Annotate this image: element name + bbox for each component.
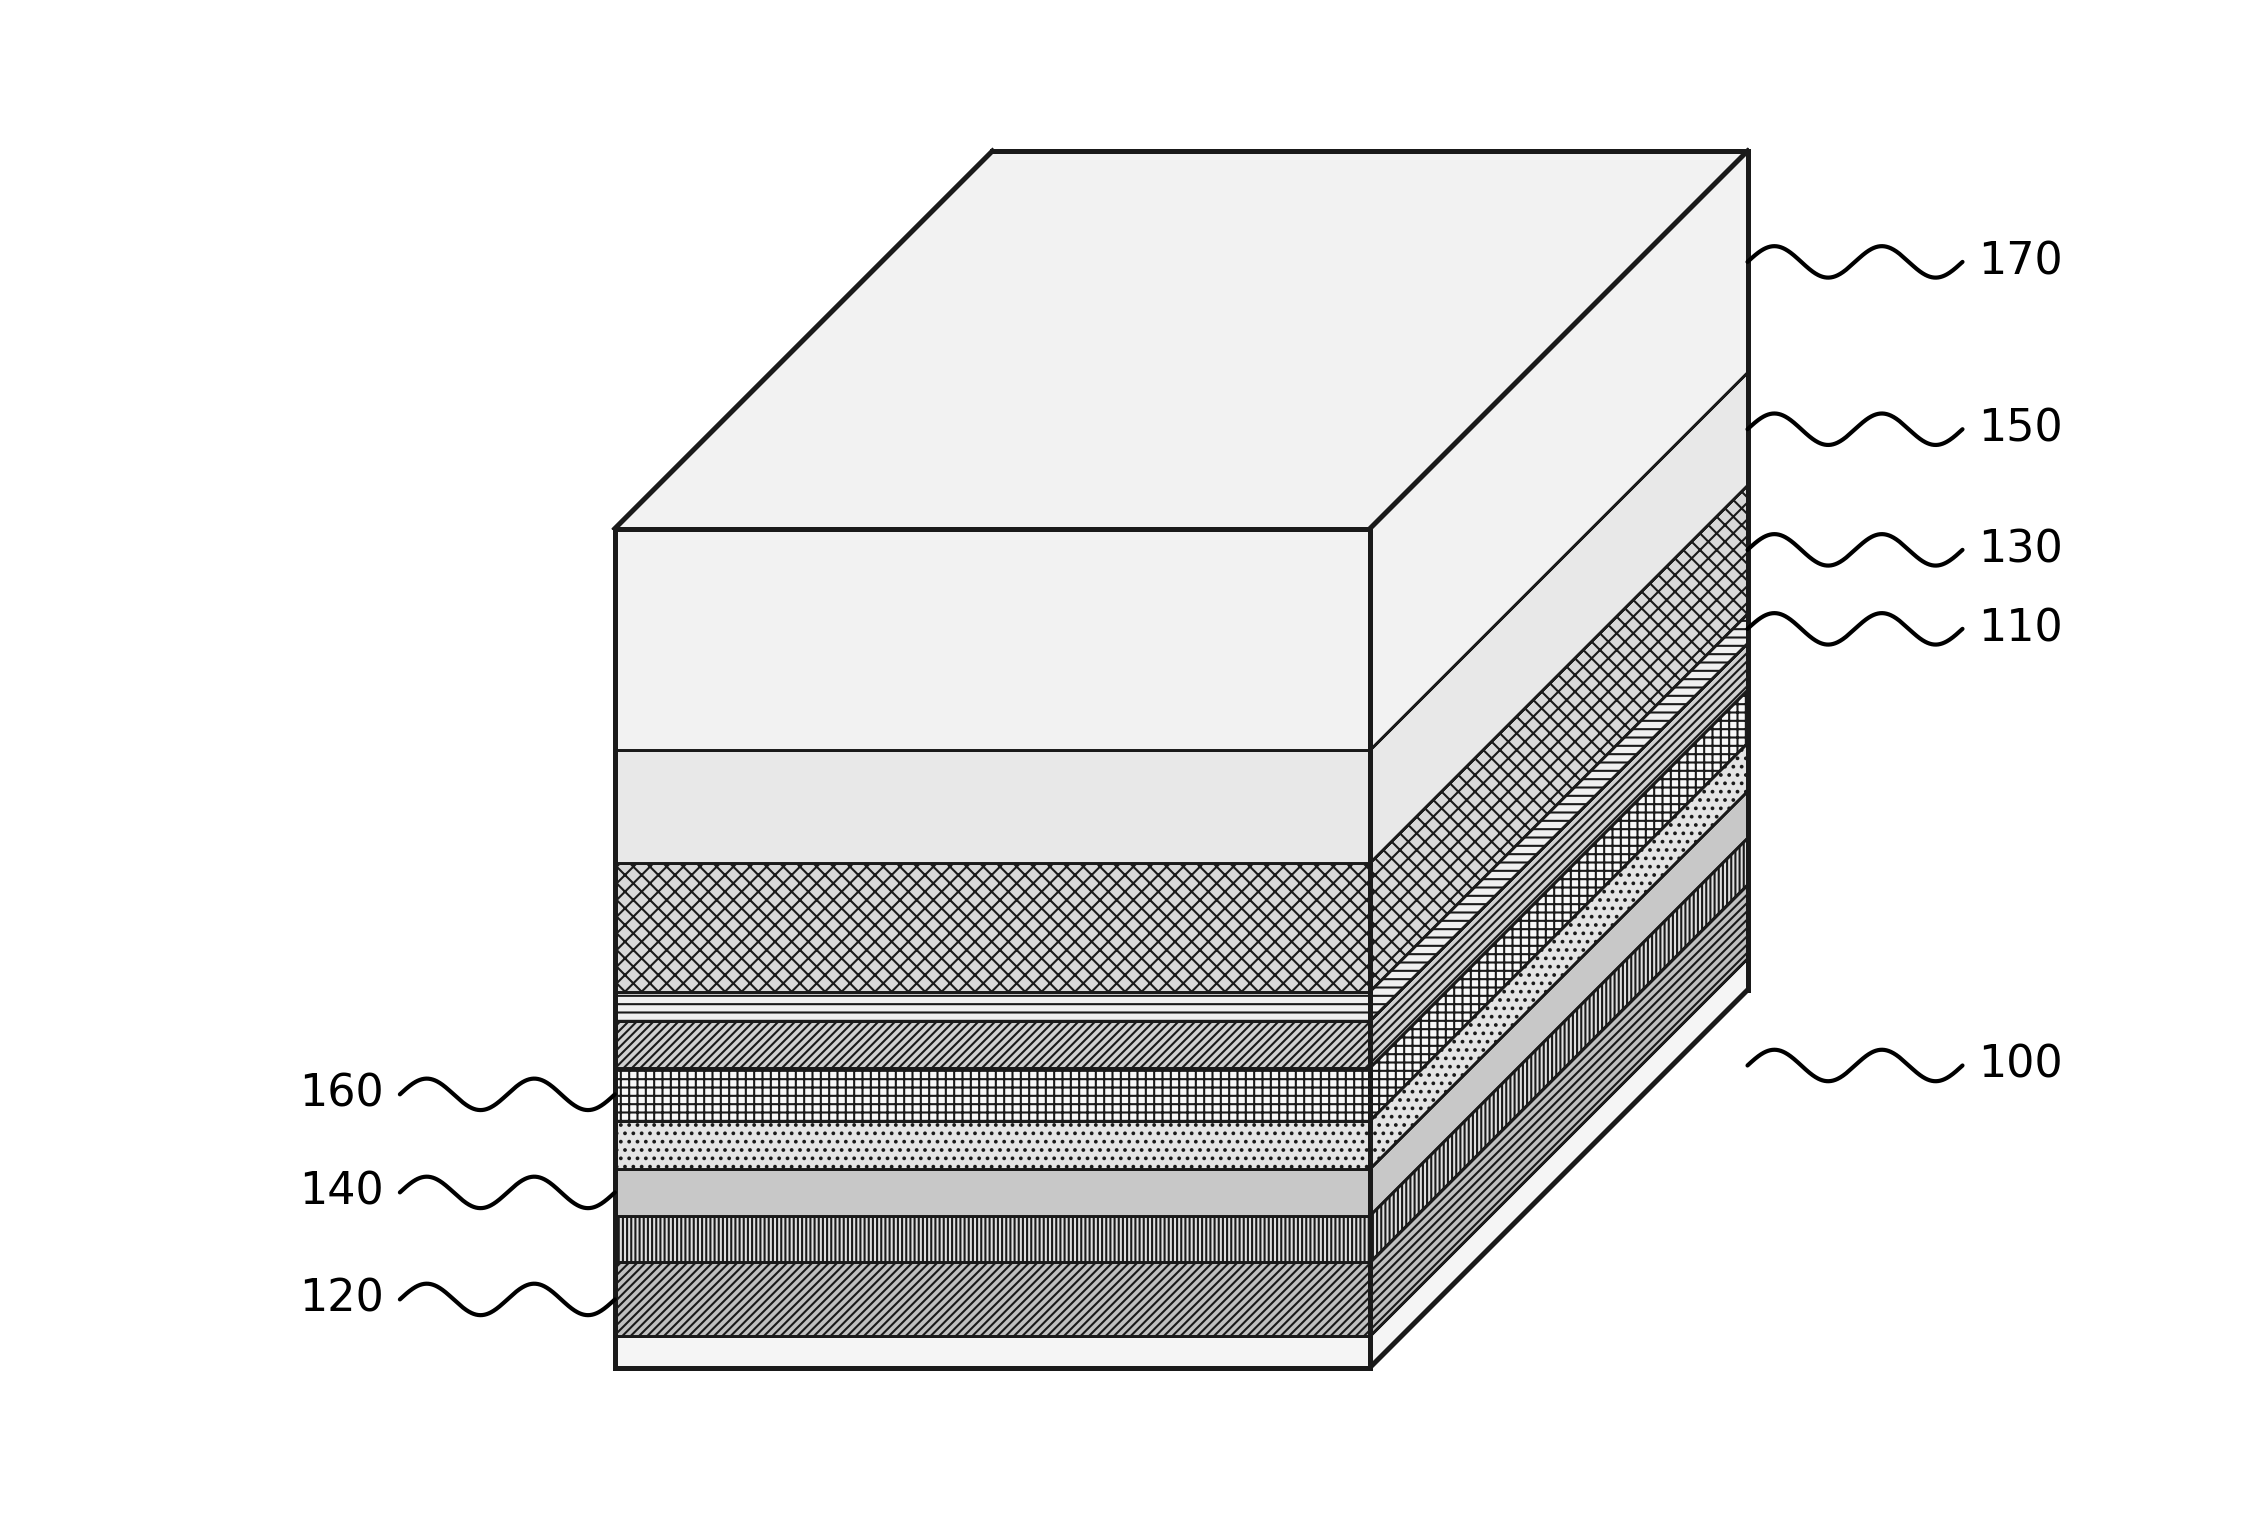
Polygon shape [615,1336,1370,1367]
Polygon shape [615,1263,1370,1336]
Text: 170: 170 [1978,240,2064,283]
Polygon shape [615,1021,1370,1067]
Polygon shape [615,529,1370,751]
Polygon shape [615,1216,1370,1263]
Polygon shape [615,992,1370,1021]
Text: 110: 110 [1978,607,2064,650]
Polygon shape [615,1121,1370,1170]
Text: 140: 140 [299,1171,383,1214]
Polygon shape [615,151,1749,529]
Polygon shape [1370,644,1749,1067]
Text: 160: 160 [299,1073,383,1116]
Polygon shape [1370,838,1749,1263]
Text: 130: 130 [1978,529,2064,572]
Polygon shape [1370,151,1749,751]
Polygon shape [1370,373,1749,864]
Polygon shape [1370,486,1749,992]
Text: 120: 120 [299,1278,383,1321]
Polygon shape [1370,743,1749,1170]
Polygon shape [1370,615,1749,1021]
Polygon shape [1370,792,1749,1216]
Polygon shape [1370,690,1749,1121]
Polygon shape [1370,959,1749,1367]
Polygon shape [615,751,1370,864]
Text: 100: 100 [1978,1044,2064,1087]
Polygon shape [615,1170,1370,1216]
Polygon shape [615,864,1370,992]
Text: 150: 150 [1978,408,2064,451]
Polygon shape [1370,885,1749,1336]
Polygon shape [615,1067,1370,1121]
